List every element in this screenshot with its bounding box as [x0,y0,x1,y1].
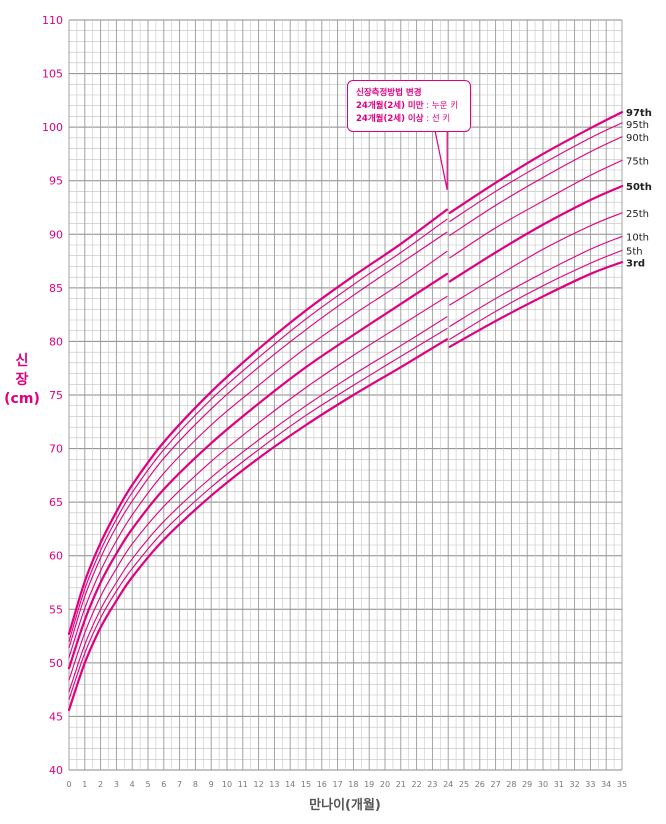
series-line-10th-standing [449,235,623,327]
y-tick-label: 50 [49,657,63,670]
x-tick-label: 27 [491,780,501,789]
x-tick-label: 19 [364,780,374,789]
y-axis-label-line: 신 [15,353,29,369]
note-title: 신장측정방법 변경 [356,88,422,98]
x-tick-label: 23 [427,780,437,789]
series-label-3rd: 3rd [626,258,645,269]
x-tick-label: 21 [396,780,406,789]
y-tick-label: 105 [42,68,63,81]
series-line-75th-standing [449,159,623,259]
note-line1-text: : 누운 키 [423,101,459,111]
series-line-25th-standing [449,212,623,306]
y-tick-label: 40 [49,764,63,777]
series-line-90th-recumbent [68,231,448,649]
y-tick-label: 100 [42,121,63,134]
y-tick-label: 65 [49,496,63,509]
series-line-97th-recumbent [67,208,449,636]
x-tick-label: 4 [130,780,135,789]
series-label-25th: 25th [626,209,649,220]
series-line-5th-standing [449,249,623,340]
y-tick-label: 95 [49,175,63,188]
series-line-3rd-recumbent [67,338,449,712]
x-tick-label: 34 [601,780,611,789]
series-line-97th-standing [448,111,624,214]
x-tick-label: 3 [114,780,119,789]
note-line2-text: : 선 키 [423,114,451,124]
series-line-95th-standing [449,122,623,222]
series-label-95th: 95th [626,120,649,131]
percentile-lines [67,111,624,712]
y-tick-label: 80 [49,335,63,348]
x-tick-label: 17 [333,780,343,789]
x-tick-label: 0 [66,780,71,789]
y-tick-label: 60 [49,550,63,563]
y-axis-label-line: (cm) [4,391,40,407]
y-tick-label: 55 [49,603,63,616]
series-label-75th: 75th [626,156,649,167]
x-tick-label: 30 [538,780,548,789]
x-tick-label: 35 [617,780,627,789]
x-tick-label: 2 [98,780,103,789]
series-line-50th-standing [448,184,624,283]
series-line-75th-recumbent [68,250,448,659]
measurement-change-note: 신장측정방법 변경 24개월(2세) 미만 : 누운 키 24개월(2세) 이상… [347,80,471,132]
y-axis-label: 신 장 (cm) [2,352,42,409]
x-tick-label: 24 [443,780,453,789]
x-tick-label: 16 [317,780,327,789]
x-tick-label: 7 [177,780,182,789]
x-tick-label: 5 [145,780,150,789]
x-tick-label: 6 [161,780,166,789]
x-tick-label: 33 [585,780,595,789]
note-line1-bold: 24개월(2세) 미만 [356,101,424,111]
x-tick-label: 29 [522,780,532,789]
x-tick-label: 28 [506,780,516,789]
x-tick-label: 31 [554,780,564,789]
x-axis-label: 만나이(개월) [309,798,381,813]
series-line-10th-recumbent [68,316,448,693]
y-tick-label: 90 [49,228,63,241]
x-tick-label: 12 [254,780,264,789]
y-tick-label: 45 [49,710,63,723]
series-label-90th: 90th [626,133,649,144]
y-axis-label-line: 장 [15,372,29,388]
x-tick-label: 1 [82,780,87,789]
y-tick-label: 110 [42,14,63,27]
x-tick-label: 26 [475,780,485,789]
x-tick-label: 14 [285,780,295,789]
x-tick-label: 18 [348,780,358,789]
x-tick-label: 32 [570,780,580,789]
y-tick-label: 70 [49,443,63,456]
x-tick-label: 8 [193,780,198,789]
x-tick-label: 22 [412,780,422,789]
series-label-97th: 97th [626,108,652,119]
series-line-3rd-standing [448,261,624,348]
series-label-10th: 10th [626,232,649,243]
series-line-5th-recumbent [68,328,448,700]
x-tick-label: 13 [269,780,279,789]
series-label-5th: 5th [626,246,643,257]
series-label-50th: 50th [626,182,652,193]
y-tick-label: 75 [49,389,63,402]
series-line-90th-standing [449,136,623,236]
note-line2-bold: 24개월(2세) 이상 [356,114,424,124]
x-tick-label: 15 [301,780,311,789]
y-tick-label: 85 [49,282,63,295]
x-tick-label: 20 [380,780,390,789]
chart-grid [68,19,623,771]
x-tick-label: 25 [459,780,469,789]
series-line-95th-recumbent [68,218,448,642]
series-line-25th-recumbent [68,295,448,681]
series-line-50th-recumbent [67,272,449,670]
x-tick-label: 9 [209,780,214,789]
x-tick-label: 11 [238,780,248,789]
x-tick-label: 10 [222,780,232,789]
